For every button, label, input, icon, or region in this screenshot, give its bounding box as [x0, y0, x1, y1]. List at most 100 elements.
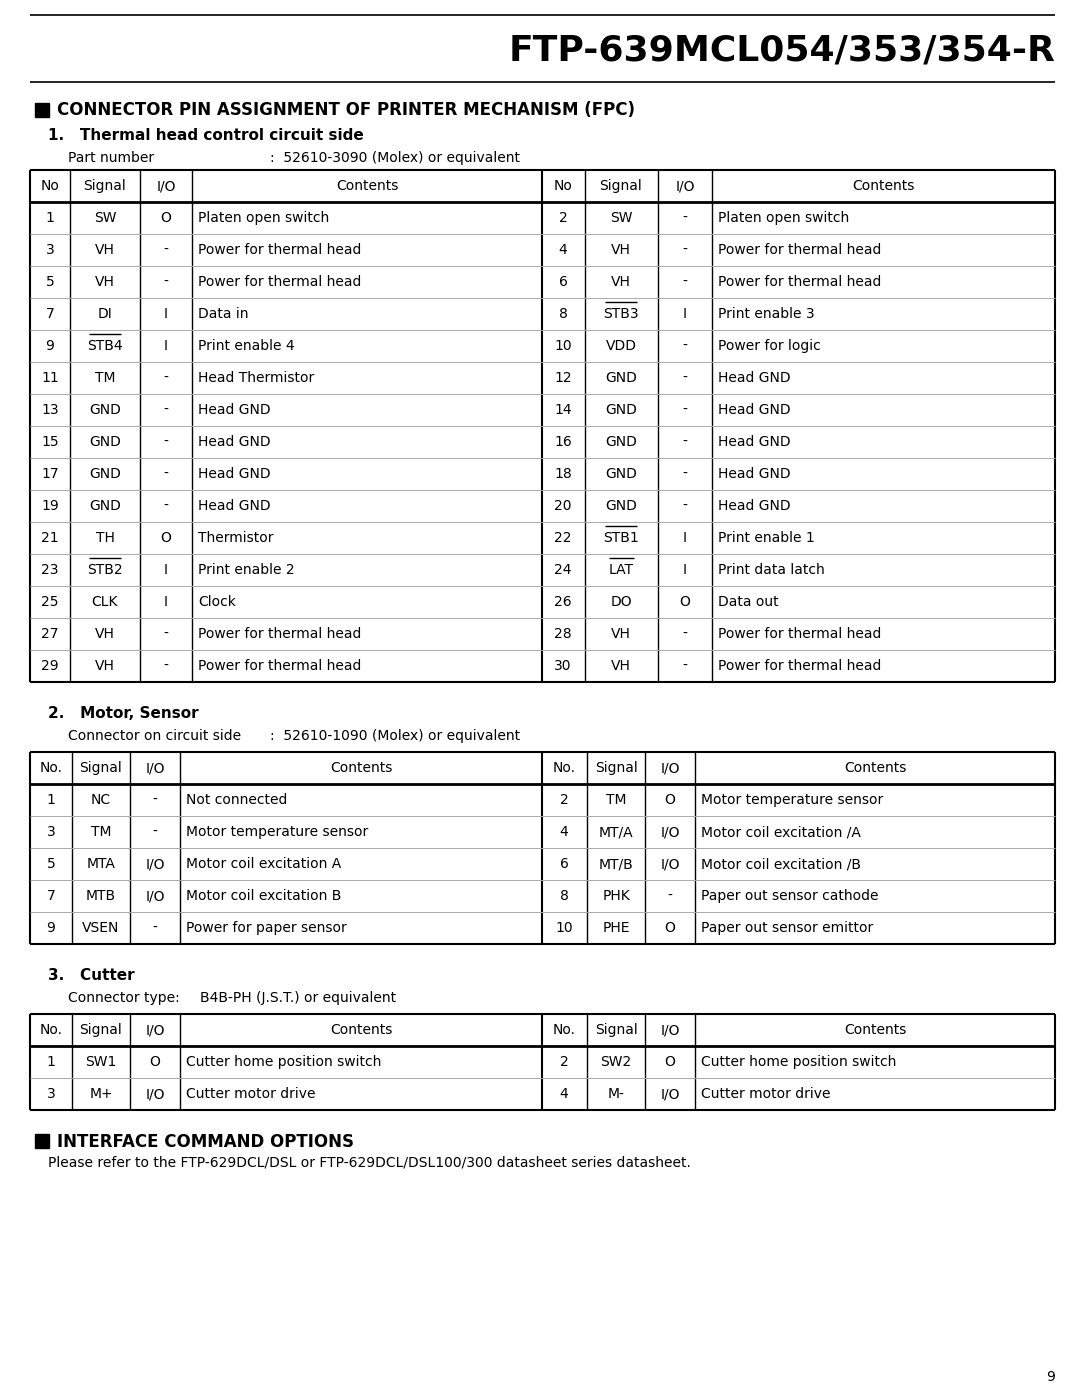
Text: I: I [164, 307, 168, 321]
Text: I: I [164, 595, 168, 609]
Text: -: - [163, 372, 168, 386]
Text: Motor coil excitation A: Motor coil excitation A [186, 856, 341, 870]
Text: Connector type:: Connector type: [68, 990, 179, 1004]
Text: MT/B: MT/B [598, 856, 633, 870]
Text: O: O [149, 1055, 161, 1069]
Text: MTA: MTA [86, 856, 116, 870]
Bar [35, 103, 49, 117]
Text: Power for paper sensor: Power for paper sensor [186, 921, 347, 935]
Text: 10: 10 [554, 339, 571, 353]
Text: 3: 3 [46, 826, 55, 840]
Text: 4: 4 [559, 1087, 568, 1101]
Text: 2: 2 [559, 1055, 568, 1069]
Text: Signal: Signal [80, 761, 122, 775]
Text: No: No [554, 179, 572, 193]
Text: 27: 27 [41, 627, 58, 641]
Text: 22: 22 [554, 531, 571, 545]
Text: 7: 7 [45, 307, 54, 321]
Text: I/O: I/O [145, 1023, 165, 1037]
Text: Part number: Part number [68, 151, 154, 165]
Text: Power for thermal head: Power for thermal head [198, 659, 362, 673]
Text: Paper out sensor emittor: Paper out sensor emittor [701, 921, 874, 935]
Text: 1: 1 [46, 1055, 55, 1069]
Text: 19: 19 [41, 499, 59, 513]
Text: M-: M- [608, 1087, 624, 1101]
Text: VH: VH [95, 627, 114, 641]
Text: Signal: Signal [80, 1023, 122, 1037]
Text: Contents: Contents [852, 179, 914, 193]
Text: PHK: PHK [603, 888, 630, 902]
Text: -: - [163, 499, 168, 513]
Text: Print enable 1: Print enable 1 [718, 531, 814, 545]
Text: 21: 21 [41, 531, 58, 545]
Text: 4: 4 [558, 243, 567, 257]
Text: -: - [683, 372, 688, 386]
Text: -: - [667, 888, 673, 902]
Text: Contents: Contents [336, 179, 399, 193]
Text: Head GND: Head GND [718, 434, 791, 448]
Text: 12: 12 [554, 372, 571, 386]
Text: O: O [161, 211, 172, 225]
Text: 18: 18 [554, 467, 572, 481]
Text: Data in: Data in [198, 307, 248, 321]
Text: Please refer to the FTP-629DCL/DSL or FTP-629DCL/DSL100/300 datasheet series dat: Please refer to the FTP-629DCL/DSL or FT… [48, 1155, 691, 1169]
Text: VH: VH [95, 243, 114, 257]
Text: Power for thermal head: Power for thermal head [718, 243, 881, 257]
Text: -: - [683, 211, 688, 225]
Text: GND: GND [89, 467, 121, 481]
Text: Signal: Signal [595, 761, 637, 775]
Text: Contents: Contents [843, 761, 906, 775]
Text: Cutter home position switch: Cutter home position switch [701, 1055, 896, 1069]
Text: VDD: VDD [606, 339, 636, 353]
Text: VH: VH [611, 243, 631, 257]
Text: Power for thermal head: Power for thermal head [198, 243, 362, 257]
Text: VH: VH [611, 275, 631, 289]
Text: -: - [152, 793, 158, 807]
Text: STB3: STB3 [604, 307, 638, 321]
Text: SW1: SW1 [85, 1055, 117, 1069]
Text: 8: 8 [558, 307, 567, 321]
Text: CONNECTOR PIN ASSIGNMENT OF PRINTER MECHANISM (FPC): CONNECTOR PIN ASSIGNMENT OF PRINTER MECH… [57, 101, 635, 119]
Text: FTP-639MCL054/353/354-R: FTP-639MCL054/353/354-R [508, 34, 1055, 67]
Text: M+: M+ [90, 1087, 112, 1101]
Text: I/O: I/O [145, 856, 165, 870]
Text: O: O [161, 531, 172, 545]
Text: PHE: PHE [603, 921, 630, 935]
Text: -: - [152, 921, 158, 935]
Text: Motor temperature sensor: Motor temperature sensor [186, 826, 368, 840]
Text: B4B-PH (J.S.T.) or equivalent: B4B-PH (J.S.T.) or equivalent [200, 990, 396, 1004]
Text: -: - [683, 467, 688, 481]
Text: O: O [679, 595, 690, 609]
Text: Print enable 2: Print enable 2 [198, 563, 295, 577]
Text: I: I [683, 307, 687, 321]
Text: MT/A: MT/A [598, 826, 633, 840]
Text: 9: 9 [45, 339, 54, 353]
Text: I: I [683, 563, 687, 577]
Text: 25: 25 [41, 595, 58, 609]
Text: Data out: Data out [718, 595, 779, 609]
Text: Clock: Clock [198, 595, 235, 609]
Text: -: - [683, 243, 688, 257]
Text: 8: 8 [559, 888, 568, 902]
Text: -: - [683, 434, 688, 448]
Text: I/O: I/O [660, 856, 679, 870]
Text: CLK: CLK [92, 595, 118, 609]
Text: -: - [163, 275, 168, 289]
Text: STB2: STB2 [87, 563, 123, 577]
Text: No.: No. [553, 1023, 576, 1037]
Text: Power for thermal head: Power for thermal head [718, 275, 881, 289]
Text: Contents: Contents [329, 761, 392, 775]
Text: 1: 1 [46, 793, 55, 807]
Text: TM: TM [91, 826, 111, 840]
Text: INTERFACE COMMAND OPTIONS: INTERFACE COMMAND OPTIONS [57, 1133, 354, 1151]
Text: 3.   Cutter: 3. Cutter [48, 968, 135, 983]
Text: STB4: STB4 [87, 339, 123, 353]
Text: I/O: I/O [660, 761, 679, 775]
Text: GND: GND [605, 467, 637, 481]
Text: Cutter motor drive: Cutter motor drive [701, 1087, 831, 1101]
Text: GND: GND [89, 434, 121, 448]
Text: :  52610-3090 (Molex) or equivalent: : 52610-3090 (Molex) or equivalent [270, 151, 519, 165]
Text: Signal: Signal [595, 1023, 637, 1037]
Text: 9: 9 [1047, 1370, 1055, 1384]
Text: No.: No. [553, 761, 576, 775]
